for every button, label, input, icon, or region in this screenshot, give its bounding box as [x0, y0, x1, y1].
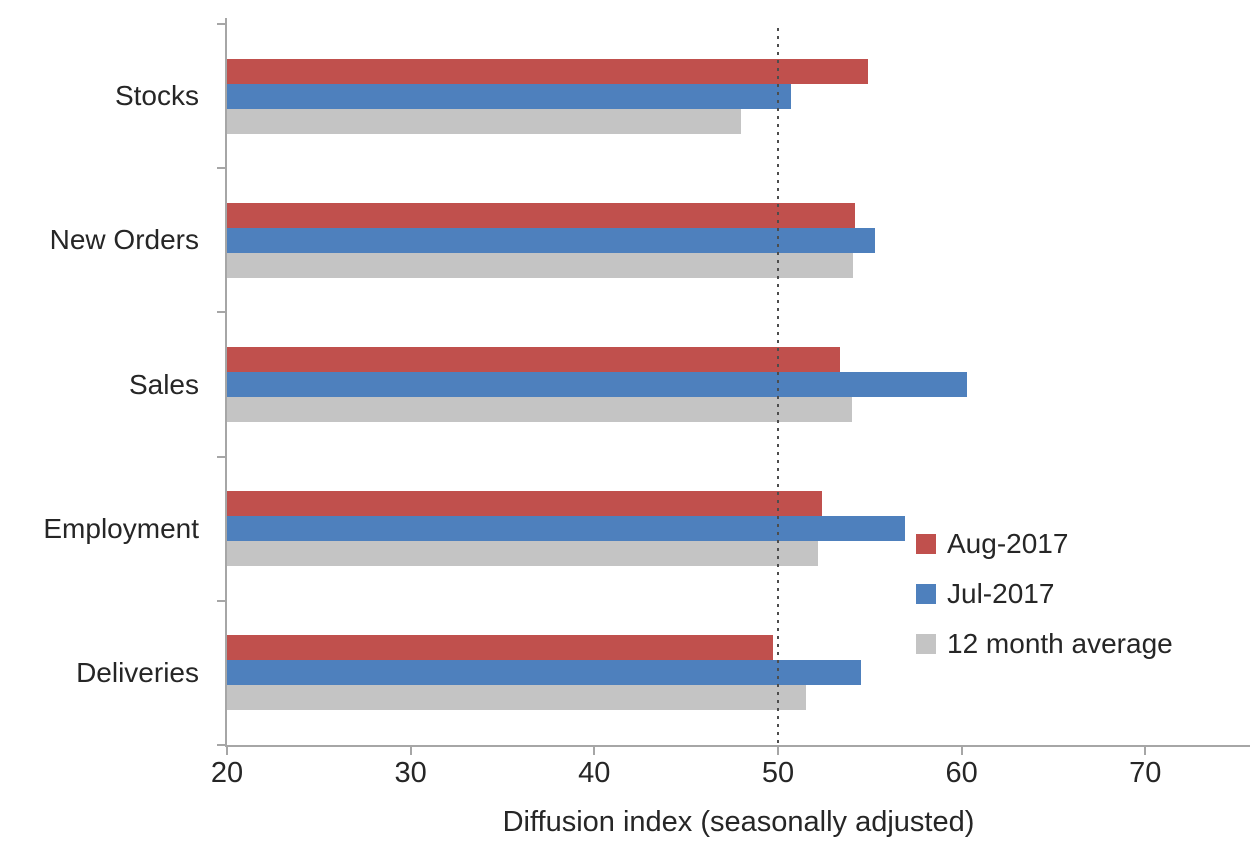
y-axis-line: [225, 18, 227, 747]
x-axis-tick: [777, 747, 779, 755]
legend-label-jul-2017: Jul-2017: [947, 578, 1055, 609]
legend-item-aug-2017: Aug-2017: [916, 529, 1173, 559]
bar-aug-2017-stocks: [227, 58, 868, 84]
x-axis-tick: [593, 747, 596, 755]
legend: Aug-2017 Jul-2017 12 month average: [916, 529, 1173, 679]
x-axis-tick: [1144, 747, 1147, 755]
legend-swatch-aug-2017: [916, 534, 936, 554]
bar-aug-2017-sales: [227, 346, 841, 372]
y-axis-tick: [217, 23, 225, 25]
legend-label-aug-2017: Aug-2017: [947, 528, 1069, 559]
x-tick-label-30: 30: [394, 757, 427, 789]
category-label-sales: Sales: [128, 368, 199, 400]
legend-swatch-12-month-average: [916, 634, 936, 654]
plot-area: [217, 18, 1250, 755]
x-axis-title: Diffusion index (seasonally adjusted): [502, 806, 975, 838]
bar-aug-2017-deliveries: [227, 635, 773, 661]
x-tick-label-40: 40: [578, 757, 611, 789]
bar-group-new-orders: [227, 168, 1250, 312]
x-tick-label-60: 60: [945, 757, 978, 789]
bar-12-month-average-employment: [227, 541, 819, 567]
bar-aug-2017-employment: [227, 491, 823, 517]
y-axis-tick: [217, 455, 225, 458]
legend-label-12-month-average: 12 month average: [947, 628, 1173, 659]
category-label-employment: Employment: [43, 512, 199, 544]
x-tick-label-20: 20: [210, 757, 244, 789]
bar-12-month-average-sales: [227, 396, 852, 422]
bar-jul-2017-stocks: [227, 83, 791, 109]
category-label-deliveries: Deliveries: [76, 656, 199, 688]
y-axis-tick: [217, 311, 225, 314]
y-axis-tick: [217, 167, 225, 170]
legend-item-jul-2017: Jul-2017: [916, 579, 1173, 609]
y-axis-tick: [217, 744, 225, 746]
y-axis-tick: [217, 599, 225, 602]
x-axis-tick: [226, 747, 228, 755]
bar-jul-2017-deliveries: [227, 660, 861, 686]
legend-swatch-jul-2017: [916, 584, 936, 604]
bar-12-month-average-stocks: [227, 108, 742, 134]
bar-group-deliveries: [227, 601, 1250, 745]
x-tick-label-70: 70: [1129, 757, 1162, 789]
legend-item-12-month-average: 12 month average: [916, 629, 1173, 659]
bar-12-month-average-new-orders: [227, 252, 854, 278]
bar-group-stocks: [227, 24, 1250, 168]
x-axis-tick: [409, 747, 412, 755]
bar-jul-2017-employment: [227, 516, 905, 542]
x-axis-tick: [960, 747, 963, 755]
bar-group-employment: [227, 457, 1250, 601]
category-label-stocks: Stocks: [114, 80, 199, 112]
bar-aug-2017-new-orders: [227, 202, 856, 228]
bar-group-sales: [227, 312, 1250, 456]
bar-jul-2017-sales: [227, 371, 968, 397]
x-tick-label-50: 50: [761, 757, 795, 789]
x-axis-line: [225, 745, 1250, 747]
bar-12-month-average-deliveries: [227, 685, 806, 711]
bar-jul-2017-new-orders: [227, 227, 876, 253]
reference-line-50: [777, 28, 779, 745]
category-label-new-orders: New Orders: [49, 224, 199, 256]
